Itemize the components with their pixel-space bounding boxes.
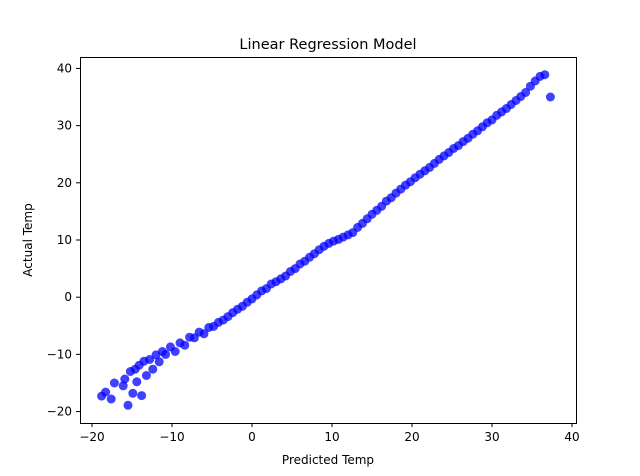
points-layer bbox=[97, 70, 555, 410]
scatter-point bbox=[132, 377, 142, 387]
scatter-point bbox=[148, 364, 158, 374]
scatter-point bbox=[106, 394, 116, 404]
scatter-point bbox=[145, 355, 155, 364]
y-tick-label: 40 bbox=[57, 61, 72, 75]
scatter-point bbox=[540, 70, 550, 80]
scatter-point bbox=[545, 92, 555, 102]
scatter-point bbox=[180, 340, 190, 350]
x-tick-label: −20 bbox=[79, 430, 104, 444]
scatter-point bbox=[137, 391, 147, 401]
x-tick-label: 0 bbox=[248, 430, 256, 444]
scatter-point bbox=[521, 88, 531, 97]
scatter-point bbox=[199, 329, 209, 339]
x-tick-label: 30 bbox=[484, 430, 499, 444]
x-tick-label: 20 bbox=[404, 430, 419, 444]
y-axis-label: Actual Temp bbox=[21, 203, 35, 276]
x-tick-label: 10 bbox=[324, 430, 339, 444]
y-tick-label: 0 bbox=[64, 290, 72, 304]
chart-title: Linear Regression Model bbox=[239, 37, 416, 53]
y-axis: −20 −10 0 10 20 30 40 bbox=[47, 61, 80, 419]
scatter-point bbox=[141, 371, 151, 380]
y-tick-label: −10 bbox=[47, 347, 72, 361]
x-tick-label: −10 bbox=[159, 430, 184, 444]
x-tick-label: 40 bbox=[564, 430, 579, 444]
scatter-point bbox=[161, 349, 171, 359]
x-axis-label: Predicted Temp bbox=[282, 453, 374, 467]
x-axis: −20 −10 0 10 20 30 40 bbox=[79, 423, 580, 444]
y-tick-label: −20 bbox=[47, 405, 72, 419]
scatter-point bbox=[154, 357, 164, 367]
scatter-point bbox=[101, 387, 111, 397]
scatter-point bbox=[123, 400, 133, 410]
y-tick-label: 20 bbox=[57, 176, 72, 190]
scatter-point bbox=[170, 347, 180, 356]
y-tick-label: 30 bbox=[57, 119, 72, 133]
y-tick-label: 10 bbox=[57, 233, 72, 247]
scatter-point bbox=[118, 381, 128, 391]
scatter-point bbox=[128, 388, 138, 398]
scatter-point bbox=[120, 374, 130, 384]
scatter-point bbox=[109, 378, 119, 388]
axes-frame bbox=[80, 57, 577, 424]
